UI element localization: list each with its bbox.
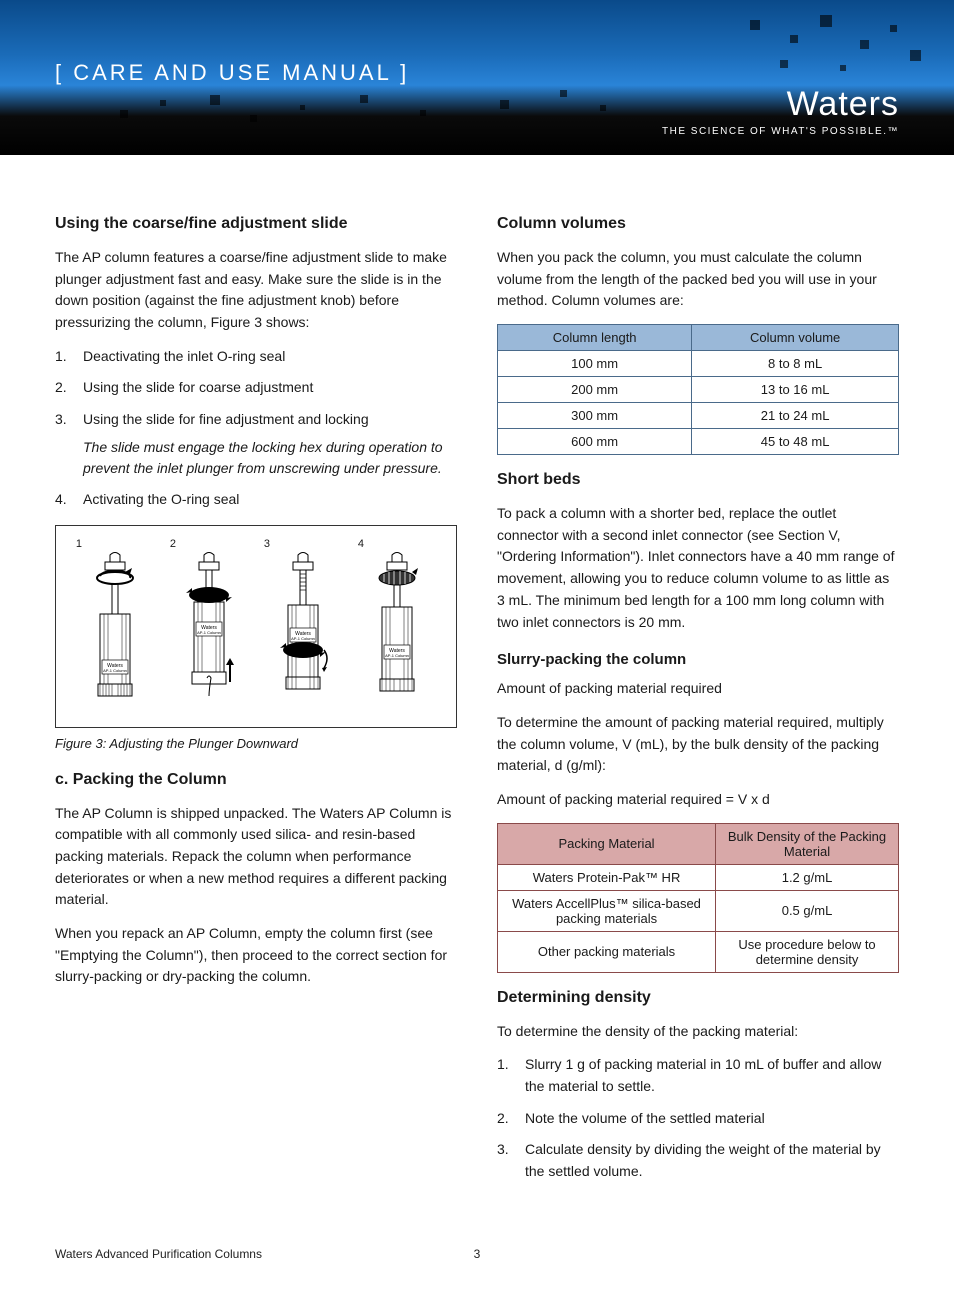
page-banner: [ CARE AND USE MANUAL ] Waters THE SCIEN…	[0, 0, 954, 155]
table-row: 300 mm21 to 24 mL	[498, 403, 899, 429]
table-cell: Use procedure below to determine density	[716, 931, 899, 972]
fig-panel-1: 1	[70, 538, 160, 715]
table-cell: Waters Protein-Pak™ HR	[498, 864, 716, 890]
svg-text:AP-1 Column: AP-1 Column	[103, 668, 127, 673]
table-cell: 8 to 8 mL	[692, 351, 899, 377]
fig-panel-3: 3 Waters	[258, 538, 348, 715]
list-item: Using the slide for fine adjustment and …	[55, 409, 457, 479]
column-icon: Waters AP-1 Column	[80, 550, 150, 710]
para-amount: To determine the amount of packing mater…	[497, 712, 899, 777]
heading-adjust: Using the coarse/fine adjustment slide	[55, 215, 457, 233]
table-cell: 1.2 g/mL	[716, 864, 899, 890]
fig-panel-2: 2	[164, 538, 254, 715]
brand-name: Waters	[662, 85, 899, 124]
adjust-note: The slide must engage the locking hex du…	[83, 437, 457, 479]
table-row: 100 mm8 to 8 mL	[498, 351, 899, 377]
brand-tagline: THE SCIENCE OF WHAT'S POSSIBLE.™	[662, 126, 899, 137]
figure-3: 1	[55, 525, 457, 728]
para-short: To pack a column with a shorter bed, rep…	[497, 503, 899, 633]
figure-caption: Figure 3: Adjusting the Plunger Downward	[55, 736, 457, 751]
left-column: Using the coarse/fine adjustment slide T…	[55, 205, 457, 1197]
list-item: Using the slide for coarse adjustment	[55, 377, 457, 399]
list-item: Activating the O-ring seal	[55, 489, 457, 511]
svg-text:AP-1 Column: AP-1 Column	[385, 653, 409, 658]
table-cell: 100 mm	[498, 351, 692, 377]
table-header: Column volume	[692, 325, 899, 351]
table-cell: 300 mm	[498, 403, 692, 429]
para-volumes: When you pack the column, you must calcu…	[497, 247, 899, 312]
list-item: Deactivating the inlet O-ring seal	[55, 346, 457, 368]
column-icon: Waters AP-1 Column	[362, 550, 432, 710]
fig-panel-4: 4	[352, 538, 442, 715]
table-row: Other packing materialsUse procedure bel…	[498, 931, 899, 972]
para-density: To determine the density of the packing …	[497, 1021, 899, 1043]
list-item: Note the volume of the settled material	[497, 1108, 899, 1130]
table-cell: 0.5 g/mL	[716, 890, 899, 931]
adjust-list: Deactivating the inlet O-ring seal Using…	[55, 346, 457, 511]
page-footer: Waters Advanced Purification Columns 3	[0, 1227, 954, 1291]
table-row: 200 mm13 to 16 mL	[498, 377, 899, 403]
para-adjust: The AP column features a coarse/fine adj…	[55, 247, 457, 334]
table-header: Column length	[498, 325, 692, 351]
list-item: Calculate density by dividing the weight…	[497, 1139, 899, 1182]
heading-density: Determining density	[497, 989, 899, 1007]
material-table: Packing MaterialBulk Density of the Pack…	[497, 823, 899, 973]
table-cell: 45 to 48 mL	[692, 429, 899, 455]
page-body: Using the coarse/fine adjustment slide T…	[0, 155, 954, 1227]
heading-packing: c. Packing the Column	[55, 771, 457, 789]
brand-block: Waters THE SCIENCE OF WHAT'S POSSIBLE.™	[662, 85, 899, 137]
table-header: Packing Material	[498, 823, 716, 864]
table-cell: Waters AccellPlus™ silica-based packing …	[498, 890, 716, 931]
table-cell: 13 to 16 mL	[692, 377, 899, 403]
para-pack1: The AP Column is shipped unpacked. The W…	[55, 803, 457, 911]
svg-text:AP-1 Column: AP-1 Column	[291, 636, 315, 641]
table-row: 600 mm45 to 48 mL	[498, 429, 899, 455]
table-row: Waters AccellPlus™ silica-based packing …	[498, 890, 899, 931]
banner-title: [ CARE AND USE MANUAL ]	[55, 60, 409, 86]
density-list: Slurry 1 g of packing material in 10 mL …	[497, 1054, 899, 1182]
table-cell: 200 mm	[498, 377, 692, 403]
right-column: Column volumes When you pack the column,…	[497, 205, 899, 1197]
heading-short: Short beds	[497, 471, 899, 489]
para-formula: Amount of packing material required = V …	[497, 789, 899, 811]
table-row: Waters Protein-Pak™ HR1.2 g/mL	[498, 864, 899, 890]
table-cell: 600 mm	[498, 429, 692, 455]
volume-table: Column lengthColumn volume100 mm8 to 8 m…	[497, 324, 899, 455]
column-icon: Waters AP-1 Column	[174, 550, 244, 710]
footer-title: Waters Advanced Purification Columns	[55, 1247, 447, 1261]
table-cell: Other packing materials	[498, 931, 716, 972]
heading-volumes: Column volumes	[497, 215, 899, 233]
table-header: Bulk Density of the Packing Material	[716, 823, 899, 864]
footer-page: 3	[447, 1247, 507, 1261]
column-icon: Waters AP-1 Column	[268, 550, 338, 710]
list-item: Slurry 1 g of packing material in 10 mL …	[497, 1054, 899, 1097]
table-cell: 21 to 24 mL	[692, 403, 899, 429]
svg-text:AP-1 Column: AP-1 Column	[197, 630, 221, 635]
para-amount-label: Amount of packing material required	[497, 678, 899, 700]
heading-slurry: Slurry-packing the column	[497, 651, 899, 668]
para-pack2: When you repack an AP Column, empty the …	[55, 923, 457, 988]
